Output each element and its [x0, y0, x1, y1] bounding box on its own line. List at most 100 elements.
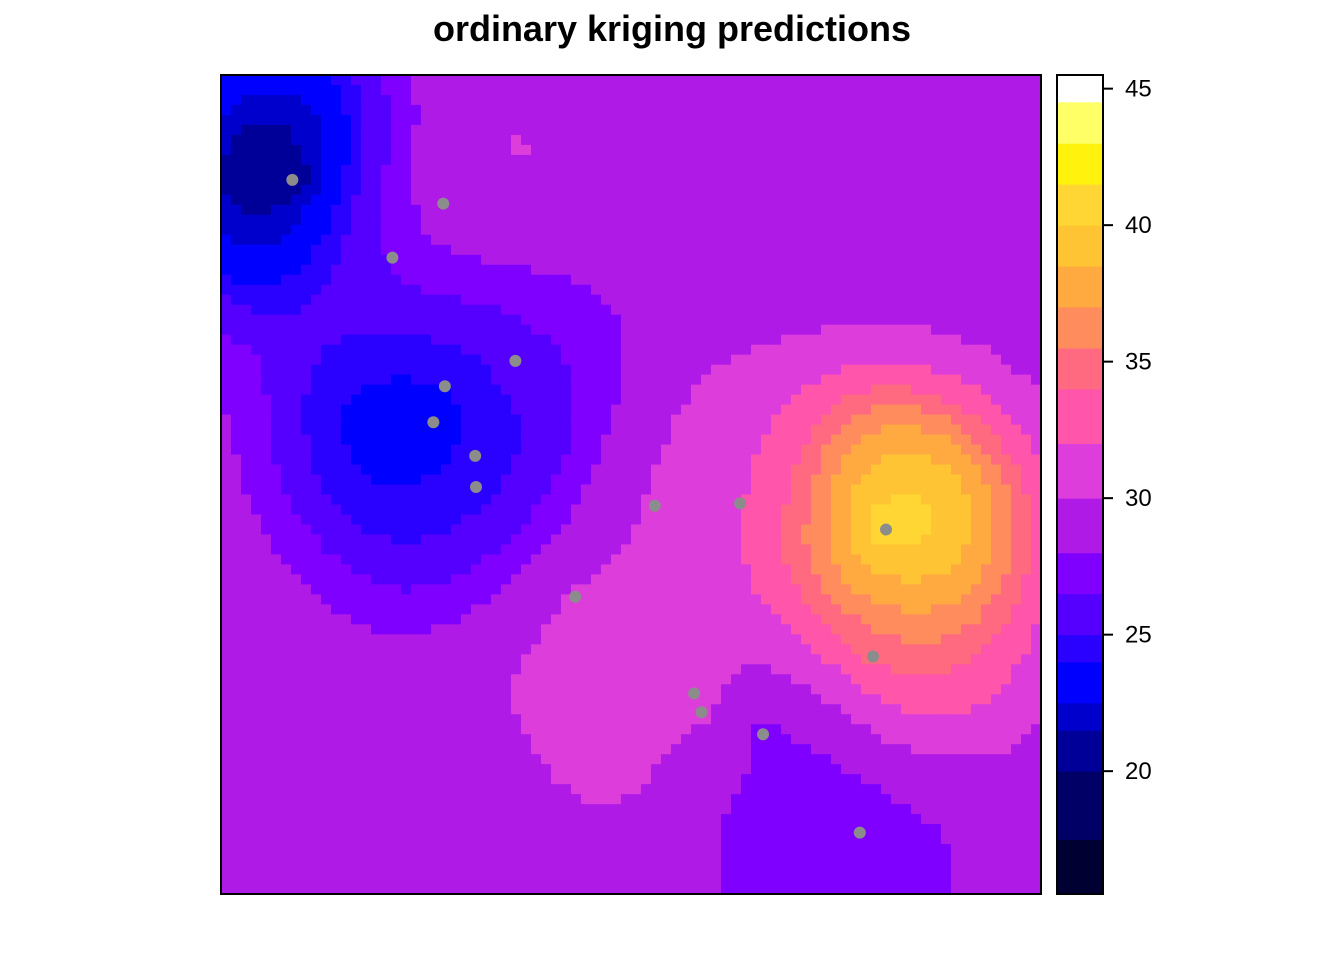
raster-cell — [611, 324, 622, 336]
raster-cell — [661, 294, 672, 306]
raster-cell — [681, 404, 692, 416]
raster-cell — [471, 574, 482, 585]
raster-cell — [231, 364, 242, 376]
raster-cell — [381, 184, 392, 196]
raster-cell — [731, 474, 742, 486]
raster-cell — [901, 544, 912, 556]
raster-cell — [951, 274, 962, 286]
raster-cell — [601, 444, 612, 456]
raster-cell — [771, 174, 782, 186]
raster-cell — [321, 514, 332, 526]
raster-cell — [391, 414, 402, 426]
raster-cell — [431, 574, 442, 585]
raster-cell — [231, 84, 242, 96]
raster-cell — [791, 504, 802, 516]
raster-cell — [251, 284, 262, 296]
raster-cell — [391, 314, 402, 326]
raster-cell — [931, 124, 942, 136]
raster-cell — [601, 524, 612, 536]
raster-cell — [401, 564, 412, 575]
raster-cell — [491, 264, 502, 276]
raster-cell — [461, 334, 472, 346]
raster-cell — [471, 264, 482, 276]
raster-cell — [881, 394, 892, 406]
raster-cell — [951, 574, 962, 585]
raster-cell — [791, 134, 802, 146]
raster-cell — [981, 394, 992, 406]
raster-cell — [401, 224, 412, 236]
raster-cell — [781, 494, 792, 506]
raster-cell — [691, 454, 702, 466]
raster-cell — [301, 504, 312, 516]
raster-cell — [321, 284, 332, 296]
raster-cell — [851, 194, 862, 206]
raster-cell — [391, 94, 402, 106]
raster-cell — [811, 314, 822, 326]
raster-cell — [651, 224, 662, 236]
raster-cell — [881, 314, 892, 326]
raster-cell — [821, 324, 832, 336]
raster-cell — [281, 94, 292, 106]
raster-cell — [521, 234, 532, 246]
raster-cell — [801, 294, 812, 306]
raster-cell — [621, 414, 632, 426]
raster-cell — [731, 604, 742, 615]
raster-cell — [501, 534, 512, 546]
raster-cell — [941, 364, 952, 376]
raster-cell — [841, 294, 852, 306]
raster-cell — [431, 344, 442, 356]
raster-cell — [631, 314, 642, 326]
raster-cell — [671, 554, 682, 565]
raster-cell — [901, 114, 912, 126]
raster-cell — [491, 514, 502, 526]
raster-cell — [541, 534, 552, 546]
raster-cell — [431, 75, 442, 86]
raster-cell — [891, 224, 902, 236]
raster-cell — [461, 184, 472, 196]
raster-cell — [551, 324, 562, 336]
raster-cell — [371, 384, 382, 396]
raster-cell — [361, 284, 372, 296]
raster-cell — [331, 454, 342, 466]
raster-cell — [841, 634, 852, 645]
raster-cell — [331, 124, 342, 136]
raster-cell — [641, 134, 652, 146]
raster-cell — [331, 104, 342, 116]
raster-cell — [971, 414, 982, 426]
raster-cell — [581, 444, 592, 456]
raster-cell — [741, 434, 752, 446]
raster-cell — [471, 464, 482, 476]
raster-cell — [511, 514, 522, 526]
raster-cell — [471, 324, 482, 336]
raster-cell — [371, 94, 382, 106]
raster-cell — [371, 184, 382, 196]
raster-cell — [731, 564, 742, 575]
raster-cell — [911, 654, 922, 665]
raster-cell — [231, 274, 242, 286]
raster-cell — [421, 164, 432, 176]
raster-cell — [241, 544, 252, 556]
raster-cell — [481, 394, 492, 406]
raster-cell — [691, 554, 702, 565]
raster-cell — [801, 504, 812, 516]
raster-cell — [621, 134, 632, 146]
raster-cell — [941, 614, 952, 625]
raster-cell — [221, 434, 232, 446]
raster-cell — [551, 114, 562, 126]
raster-cell — [611, 264, 622, 276]
raster-cell — [661, 264, 672, 276]
raster-cell — [751, 564, 762, 575]
raster-cell — [731, 134, 742, 146]
raster-cell — [401, 194, 412, 206]
raster-cell — [851, 234, 862, 246]
raster-cell — [911, 374, 922, 386]
raster-cell — [921, 374, 932, 386]
raster-cell — [581, 354, 592, 366]
raster-cell — [891, 334, 902, 346]
raster-cell — [751, 304, 762, 316]
raster-cell — [771, 304, 782, 316]
raster-cell — [881, 474, 892, 486]
raster-cell — [451, 554, 462, 565]
raster-cell — [371, 304, 382, 316]
raster-cell — [881, 84, 892, 96]
